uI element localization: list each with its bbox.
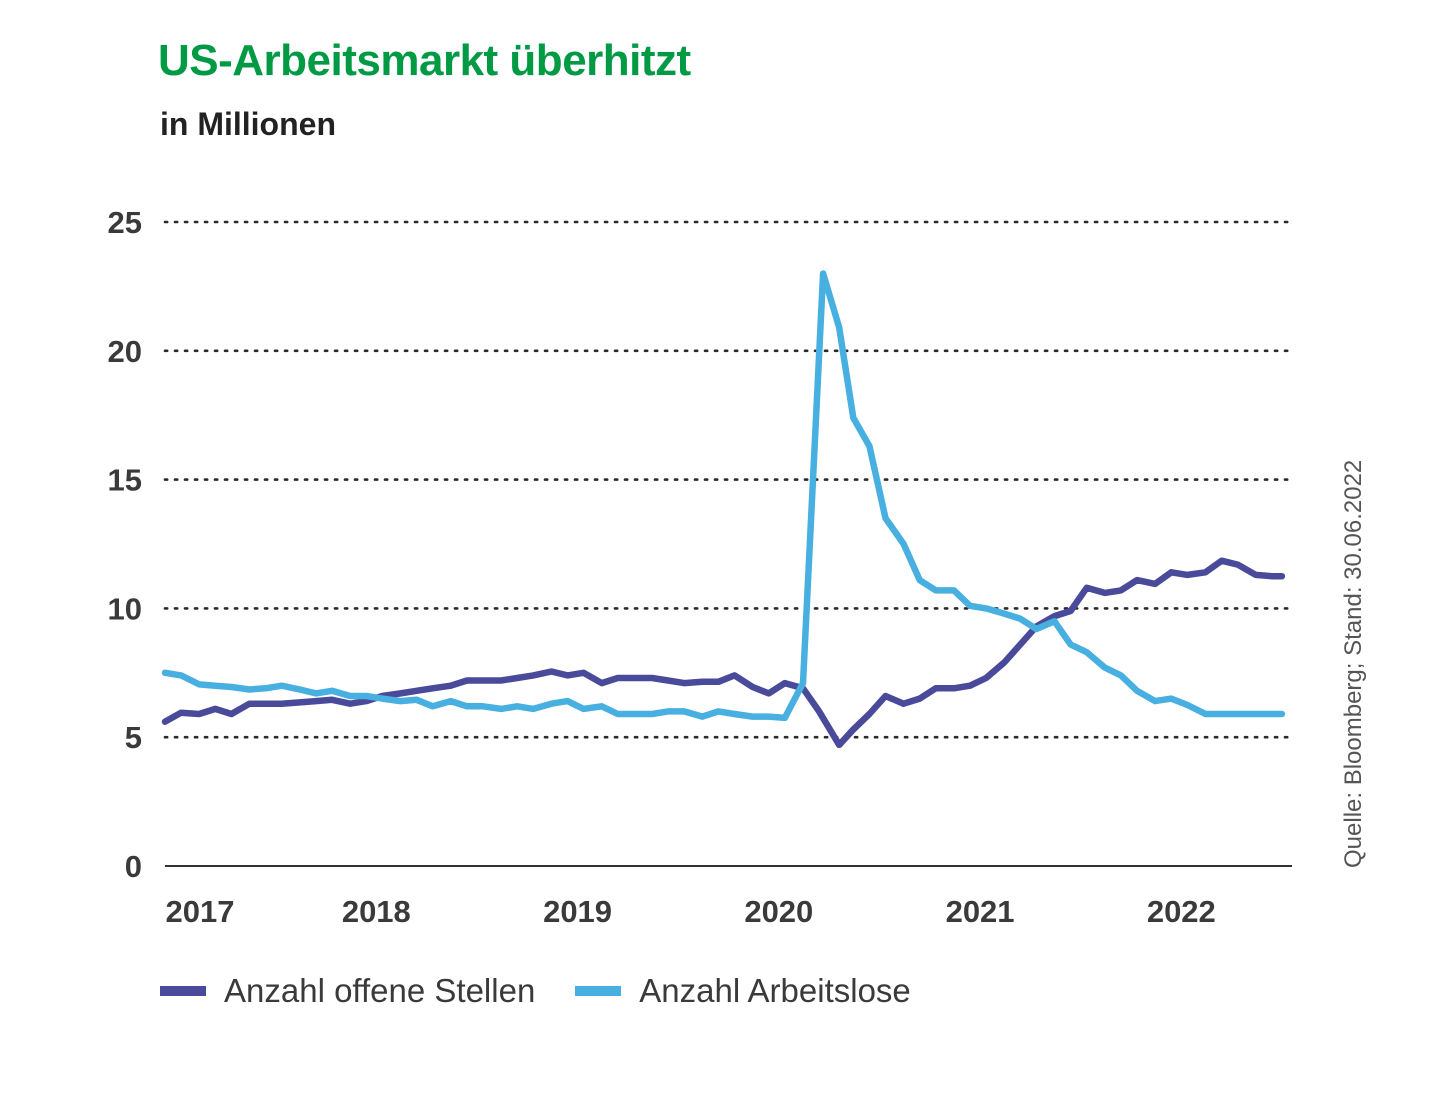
y-tick-label: 10 (108, 591, 142, 626)
x-tick-label: 2021 (946, 894, 1015, 929)
y-tick-label: 25 (108, 205, 142, 240)
x-tick-labels: 2017 2018 2019 2020 2021 2022 (166, 894, 1216, 929)
y-tick-label: 5 (125, 720, 142, 755)
x-tick-label: 2017 (166, 894, 235, 929)
series-line-1 (161, 270, 1286, 722)
source-note: Quelle: Bloomberg; Stand: 30.06.2022 (1340, 460, 1367, 868)
y-tick-label: 20 (108, 334, 142, 369)
legend-swatch-arbeitslose (575, 986, 622, 996)
legend: Anzahl offene Stellen Anzahl Arbeitslose (160, 972, 951, 1010)
y-tick-labels: 0 5 10 15 20 25 (108, 205, 142, 884)
x-tick-label: 2018 (342, 894, 411, 929)
chart-title: US-Arbeitsmarkt überhitzt (158, 36, 691, 85)
x-tick-label: 2019 (543, 894, 612, 929)
y-tick-label: 15 (108, 463, 142, 498)
legend-label-arbeitslose: Anzahl Arbeitslose (639, 972, 911, 1009)
series-line-0 (161, 557, 1286, 749)
series-lines (161, 270, 1286, 749)
x-tick-label: 2020 (744, 894, 813, 929)
legend-item-arbeitslose: Anzahl Arbeitslose (575, 972, 911, 1010)
y-tick-label: 0 (125, 849, 142, 884)
x-tick-label: 2022 (1147, 894, 1216, 929)
legend-item-offene-stellen: Anzahl offene Stellen (160, 972, 535, 1010)
chart-subtitle: in Millionen (160, 106, 336, 142)
legend-swatch-offene-stellen (160, 986, 206, 996)
grid-lines (163, 220, 1294, 739)
legend-label-offene-stellen: Anzahl offene Stellen (224, 972, 536, 1009)
